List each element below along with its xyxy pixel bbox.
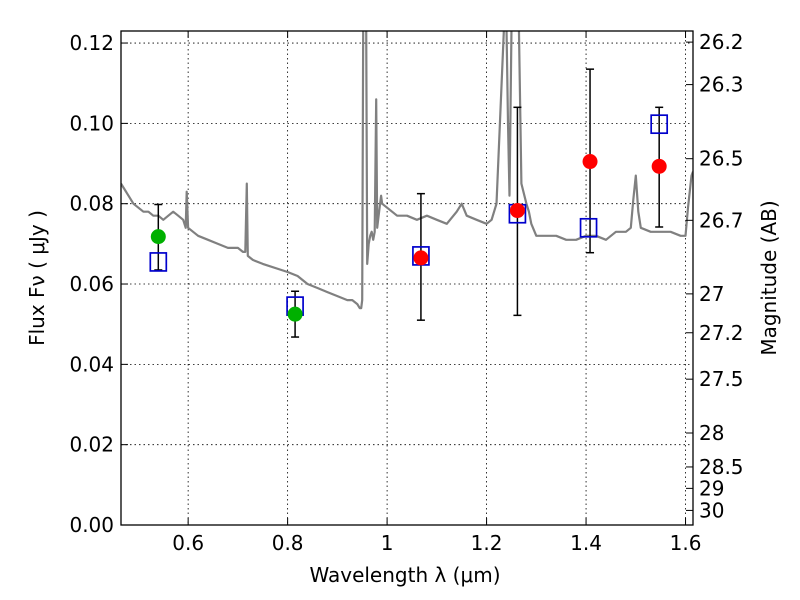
data-point [150, 229, 166, 245]
y-tick-label: 0.04 [69, 352, 114, 376]
magnitude-tick-label: 26.5 [699, 147, 744, 171]
right-axis-label: Magnitude (AB) [757, 200, 781, 355]
plot-frame [120, 30, 694, 526]
magnitude-tick-label: 27.2 [699, 321, 744, 345]
x-tick-label: 0.6 [172, 531, 204, 555]
y-tick-label: 0.08 [69, 192, 114, 216]
model-square-marker [579, 217, 598, 238]
y-axis-label: Flux Fν ( μJy ) [25, 210, 49, 346]
data-point [287, 306, 303, 322]
model-sed-line [121, 31, 693, 310]
observed-points [150, 154, 667, 322]
magnitude-tick-label: 26.2 [699, 30, 744, 54]
magnitude-tick-label: 26.3 [699, 73, 744, 97]
magnitude-tick-label: 27.5 [699, 367, 744, 391]
magnitude-tick-label: 29 [699, 476, 724, 500]
data-point [582, 154, 598, 170]
magnitude-tick-label: 26.7 [699, 208, 744, 232]
data-point [509, 203, 525, 219]
error-bars [154, 68, 664, 338]
x-tick-label: 1 [381, 531, 394, 555]
y-axis-ticks: 0.00 0.02 0.04 0.06 0.08 0.10 0.12 [69, 31, 128, 537]
magnitude-tick-label: 28.5 [699, 455, 744, 479]
plot-area [121, 31, 693, 338]
y-tick-label: 0.10 [69, 111, 114, 135]
x-tick-label: 1.6 [670, 531, 702, 555]
y-tick-label: 0.06 [69, 272, 114, 296]
x-tick-label: 1.4 [570, 531, 602, 555]
x-axis-label: Wavelength λ (μm) [309, 563, 500, 587]
magnitude-tick-label: 28 [699, 421, 724, 445]
y-tick-label: 0.00 [69, 513, 114, 537]
model-square-marker [650, 114, 669, 135]
grid [121, 31, 693, 526]
magnitude-tick-label: 27 [699, 282, 724, 306]
data-point [413, 250, 429, 266]
model-square-marker [149, 252, 168, 272]
y-tick-label: 0.02 [69, 433, 114, 457]
data-point [651, 158, 667, 174]
y-tick-label: 0.12 [69, 31, 114, 55]
x-tick-label: 0.8 [272, 531, 304, 555]
x-tick-label: 1.2 [471, 531, 503, 555]
magnitude-tick-label: 30 [699, 498, 724, 522]
x-axis-ticks: 0.6 0.8 1 1.2 1.4 1.6 [172, 31, 701, 555]
